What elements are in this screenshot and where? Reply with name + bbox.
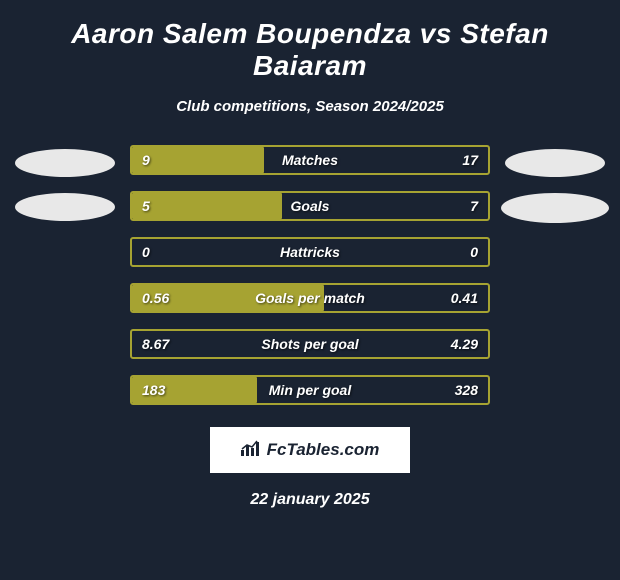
left-avatar-col xyxy=(10,145,120,221)
stat-bar: 0 Hattricks 0 xyxy=(130,237,490,267)
stat-fill xyxy=(132,193,282,219)
stat-fill xyxy=(132,147,264,173)
page-title: Aaron Salem Boupendza vs Stefan Baiaram xyxy=(0,10,620,90)
stat-right-value: 7 xyxy=(470,198,478,214)
avatar-placeholder xyxy=(15,193,115,221)
stats-area: 9 Matches 17 5 Goals 7 0 Hattricks 0 0.56 Goals pe… xyxy=(0,145,620,405)
comparison-card: Aaron Salem Boupendza vs Stefan Baiaram … xyxy=(0,0,620,519)
stat-right-value: 4.29 xyxy=(451,336,478,352)
stat-bar: 5 Goals 7 xyxy=(130,191,490,221)
stat-bar: 183 Min per goal 328 xyxy=(130,375,490,405)
stat-right-value: 17 xyxy=(462,152,478,168)
stat-label: Min per goal xyxy=(269,382,351,398)
stat-left-value: 9 xyxy=(142,152,150,168)
right-avatar-col xyxy=(500,145,610,223)
footer-date: 22 january 2025 xyxy=(0,491,620,509)
stat-right-value: 328 xyxy=(455,382,478,398)
stat-label: Hattricks xyxy=(280,244,340,260)
chart-icon xyxy=(241,440,261,461)
stat-bars: 9 Matches 17 5 Goals 7 0 Hattricks 0 0.56 Goals pe… xyxy=(130,145,490,405)
avatar-placeholder xyxy=(505,149,605,177)
stat-bar: 0.56 Goals per match 0.41 xyxy=(130,283,490,313)
brand-badge: FcTables.com xyxy=(210,427,410,473)
stat-left-value: 5 xyxy=(142,198,150,214)
avatar-placeholder xyxy=(501,193,609,223)
stat-left-value: 0.56 xyxy=(142,290,169,306)
stat-right-value: 0.41 xyxy=(451,290,478,306)
stat-left-value: 183 xyxy=(142,382,165,398)
stat-right-value: 0 xyxy=(470,244,478,260)
stat-bar: 8.67 Shots per goal 4.29 xyxy=(130,329,490,359)
stat-label: Goals per match xyxy=(255,290,365,306)
stat-left-value: 0 xyxy=(142,244,150,260)
stat-label: Goals xyxy=(291,198,330,214)
stat-label: Matches xyxy=(282,152,338,168)
avatar-placeholder xyxy=(15,149,115,177)
stat-left-value: 8.67 xyxy=(142,336,169,352)
brand-text: FcTables.com xyxy=(267,440,380,460)
stat-bar: 9 Matches 17 xyxy=(130,145,490,175)
subtitle: Club competitions, Season 2024/2025 xyxy=(0,98,620,115)
stat-label: Shots per goal xyxy=(261,336,358,352)
